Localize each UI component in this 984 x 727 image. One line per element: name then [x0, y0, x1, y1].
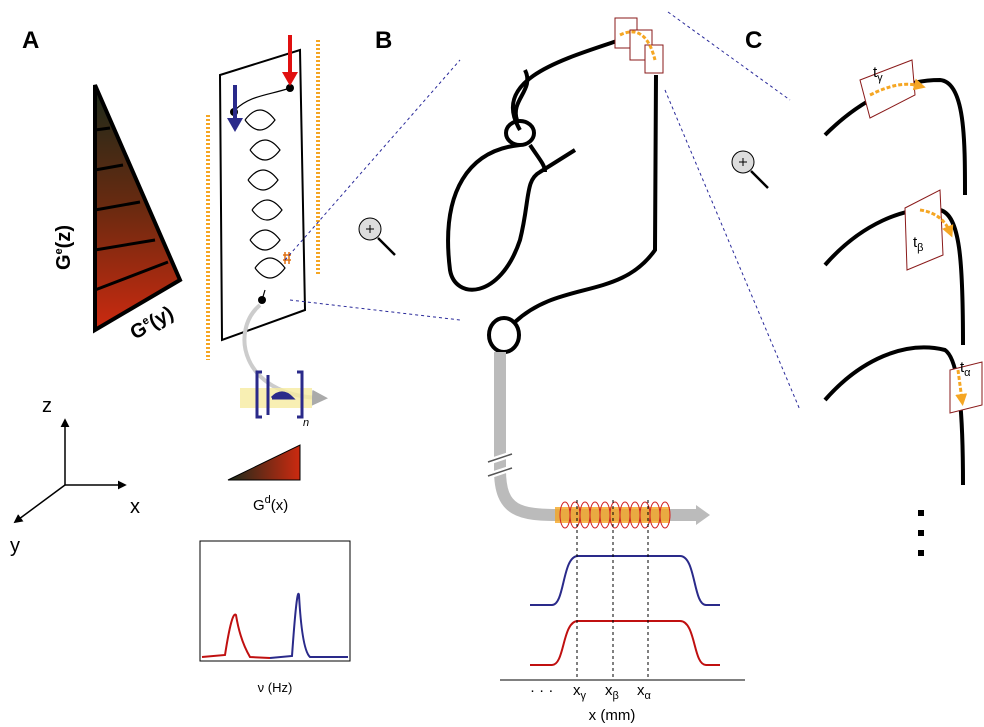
- axes-3d: [15, 420, 125, 522]
- sub: α: [645, 690, 652, 702]
- magnifier: [732, 151, 768, 188]
- spectrum: [200, 541, 350, 661]
- sub: β: [613, 690, 619, 702]
- chip: [208, 35, 318, 360]
- channel-detail: [825, 80, 965, 485]
- axis-label: x (mm): [589, 707, 636, 724]
- symbol: G: [53, 254, 75, 270]
- axis-label: ν (Hz): [258, 680, 293, 695]
- panel-label: C: [745, 27, 762, 54]
- gradient-label: Ge(z): [53, 225, 75, 270]
- pulse-sequence: [240, 372, 312, 417]
- sub: α: [964, 367, 971, 379]
- position-label: xα: [637, 682, 652, 702]
- symbol: G: [253, 497, 265, 514]
- axis-label: x: [130, 496, 140, 518]
- sub: γ: [877, 72, 883, 84]
- gradient-label: Gd(x): [253, 494, 288, 514]
- panel-label: B: [375, 27, 392, 54]
- page: {"panel_labels": ["A", "B", "C"], "axes_…: [0, 0, 984, 727]
- arg: (y): [145, 302, 177, 333]
- position-label: xβ: [605, 682, 619, 702]
- arg: (z): [53, 225, 75, 248]
- gradient-triangle-small: [228, 445, 300, 480]
- magnifier: [359, 218, 395, 255]
- axis-label: y: [10, 535, 20, 557]
- rf-box: [905, 190, 950, 270]
- pulse-repeat: n: [303, 417, 309, 429]
- figure: A B C Ge(z) Ge(y) n Gd(x): [0, 0, 984, 727]
- ellipsis: · · ·: [530, 682, 553, 699]
- panel-label: A: [22, 27, 39, 54]
- vertical-dots: [918, 510, 924, 556]
- sub: γ: [581, 690, 587, 702]
- position-label: xγ: [573, 682, 587, 702]
- axis-label: z: [42, 395, 52, 417]
- rf-boxes: [615, 18, 663, 73]
- rf-box: [860, 60, 920, 118]
- channel: [448, 40, 656, 352]
- arg: (x): [271, 497, 289, 514]
- transfer-tube: [488, 352, 710, 528]
- sub: β: [917, 242, 923, 254]
- gradient-triangle: [95, 85, 180, 330]
